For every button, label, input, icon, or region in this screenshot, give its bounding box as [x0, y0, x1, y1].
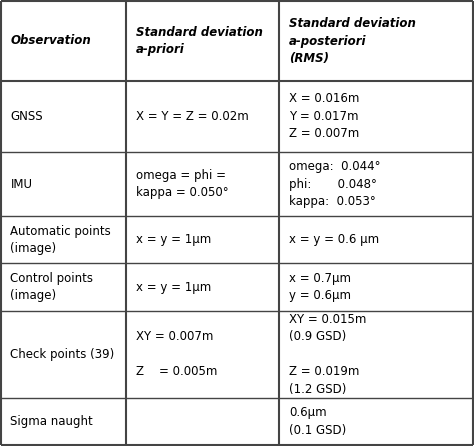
Text: x = y = 1μm: x = y = 1μm — [136, 281, 211, 293]
Text: GNSS: GNSS — [10, 110, 43, 123]
Text: x = 0.7μm
y = 0.6μm: x = 0.7μm y = 0.6μm — [289, 272, 351, 302]
Text: x = y = 0.6 μm: x = y = 0.6 μm — [289, 233, 379, 246]
Text: Check points (39): Check points (39) — [10, 348, 115, 361]
Text: omega:  0.044°
phi:       0.048°
kappa:  0.053°: omega: 0.044° phi: 0.048° kappa: 0.053° — [289, 160, 381, 208]
Text: omega = phi =
kappa = 0.050°: omega = phi = kappa = 0.050° — [136, 169, 228, 199]
Text: XY = 0.015m
(0.9 GSD)

Z = 0.019m
(1.2 GSD): XY = 0.015m (0.9 GSD) Z = 0.019m (1.2 GS… — [289, 313, 366, 396]
Text: Control points
(image): Control points (image) — [10, 272, 93, 302]
Text: 0.6μm
(0.1 GSD): 0.6μm (0.1 GSD) — [289, 406, 346, 437]
Text: X = 0.016m
Y = 0.017m
Z = 0.007m: X = 0.016m Y = 0.017m Z = 0.007m — [289, 92, 359, 140]
Text: Observation: Observation — [10, 34, 91, 48]
Text: Standard deviation
a-priori: Standard deviation a-priori — [136, 26, 263, 56]
Text: X = Y = Z = 0.02m: X = Y = Z = 0.02m — [136, 110, 248, 123]
Text: XY = 0.007m

Z    = 0.005m: XY = 0.007m Z = 0.005m — [136, 330, 217, 378]
Text: Sigma naught: Sigma naught — [10, 415, 93, 428]
Text: Automatic points
(image): Automatic points (image) — [10, 225, 111, 255]
Text: Standard deviation
a-posteriori
(RMS): Standard deviation a-posteriori (RMS) — [289, 17, 416, 65]
Text: IMU: IMU — [10, 178, 32, 190]
Text: x = y = 1μm: x = y = 1μm — [136, 233, 211, 246]
